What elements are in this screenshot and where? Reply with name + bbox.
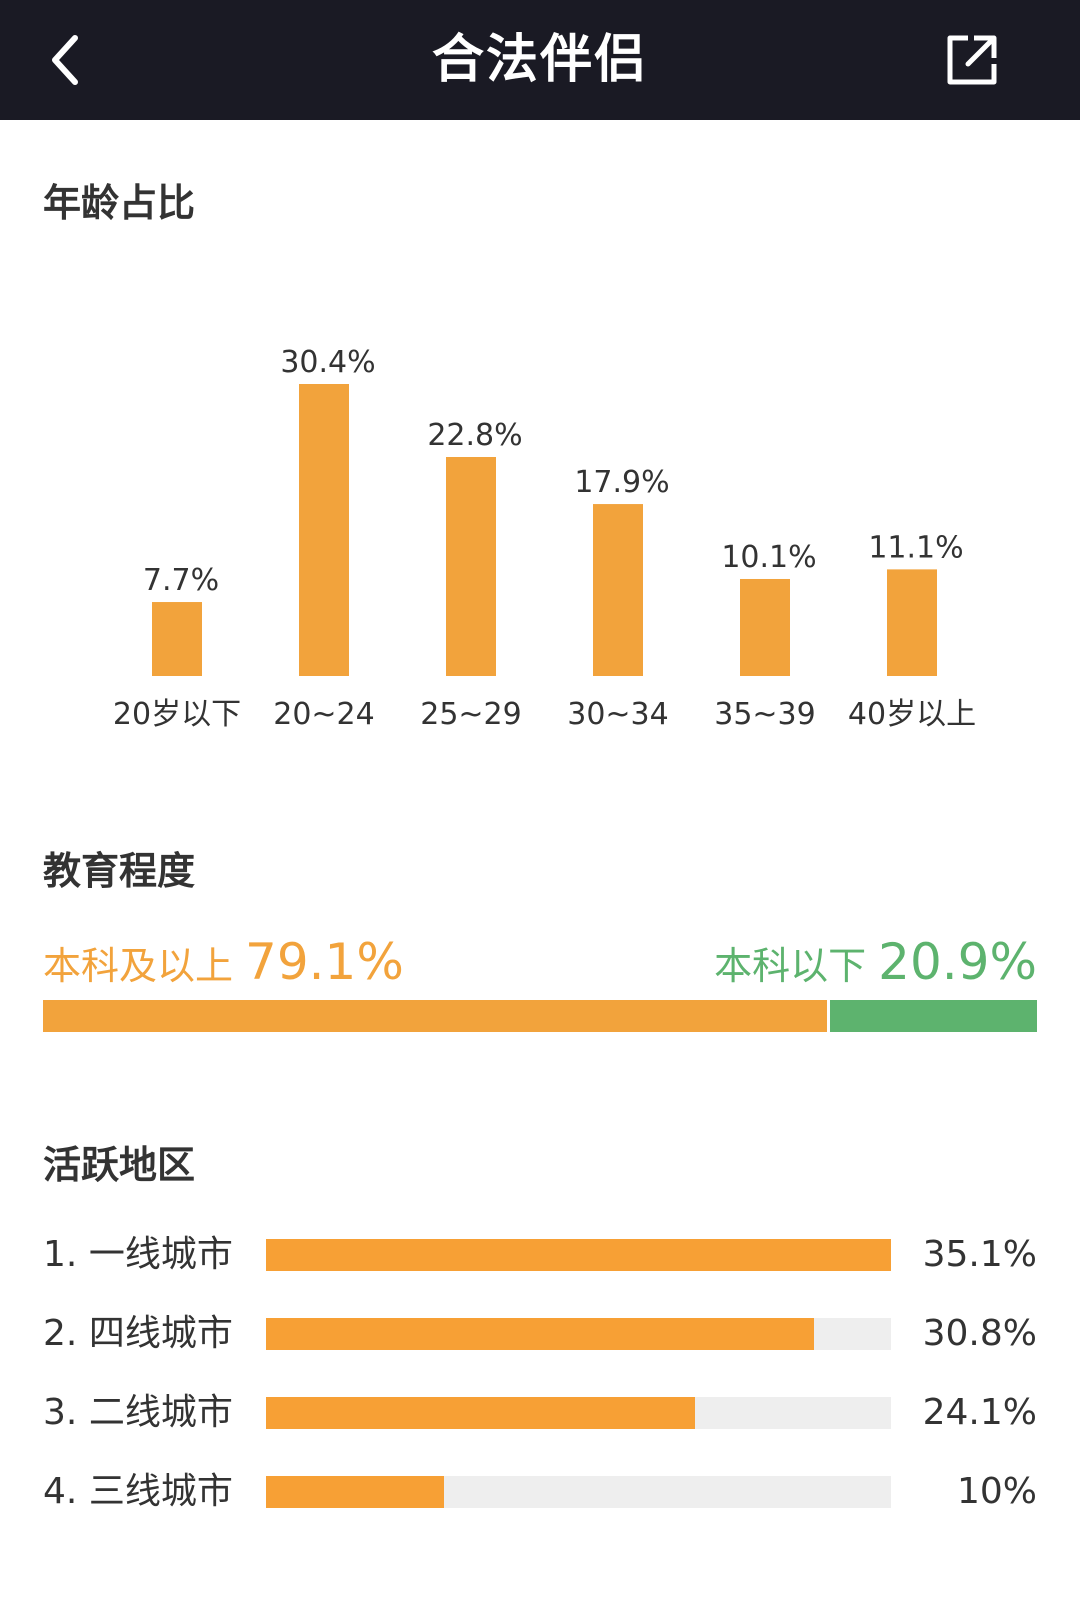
region-section-title: 活跃地区 [43,1143,196,1187]
age-section-title: 年龄占比 [43,181,196,225]
age-bar [152,602,202,676]
age-bar-chart: 7.7% 20岁以下 30.4% 20~24 22.8% 25~29 17.9% 30~34 1… [113,345,976,732]
age-bar-value-label: 11.1% [868,530,963,565]
age-bar-value-label: 7.7% [143,563,219,598]
age-bar [887,569,937,676]
education-bar-segment-above [43,1000,827,1032]
age-bar-value-label: 17.9% [574,465,669,500]
education-section-title: 教育程度 [43,849,196,893]
share-external-icon [947,35,997,85]
region-bar-fill [266,1239,891,1271]
region-rank: 4. [43,1471,78,1512]
page-title: 合法伴侣 [431,30,648,90]
age-bar [446,457,496,676]
region-bar-fill [266,1318,815,1350]
age-category-label: 30~34 [567,697,668,732]
region-percent: 10% [956,1471,1037,1512]
age-category-label: 35~39 [714,697,815,732]
region-row: 2. 四线城市 30.8% [43,1304,1037,1364]
age-bar-value-label: 30.4% [280,345,375,380]
education-category-above: 本科及以上 [43,944,234,988]
age-bar [593,504,643,676]
region-rank: 3. [43,1392,78,1433]
age-bar [299,384,349,676]
region-name: 二线城市 [88,1392,233,1433]
age-bar [740,578,790,676]
region-row: 4. 三线城市 10% [43,1462,1037,1522]
chevron-left-icon [52,35,78,85]
region-bar-track [266,1397,891,1429]
region-label: 4. 三线城市 [43,1462,233,1522]
region-percent: 35.1% [922,1234,1037,1275]
region-name: 四线城市 [88,1313,233,1354]
education-bar-divider [826,1000,830,1032]
region-bar-track [266,1239,891,1271]
region-label: 2. 四线城市 [43,1304,233,1364]
region-bar-track [266,1318,891,1350]
education-left-label: 本科及以上 79.1% [43,930,404,1006]
region-name: 一线城市 [88,1234,233,1275]
education-percent-above: 79.1% [245,933,404,991]
region-rank: 1. [43,1234,78,1275]
age-bar-value-label: 22.8% [427,418,522,453]
share-button[interactable] [940,30,1004,90]
top-navigation-bar: 合法伴侣 [0,0,1080,120]
region-bar-fill [266,1476,445,1508]
education-percent-below: 20.9% [878,933,1037,991]
region-row: 1. 一线城市 35.1% [43,1225,1037,1285]
age-category-label: 25~29 [420,697,521,732]
region-bar-fill [266,1397,696,1429]
region-name: 三线城市 [88,1471,233,1512]
region-row: 3. 二线城市 24.1% [43,1383,1037,1443]
region-label: 1. 一线城市 [43,1225,233,1285]
age-category-label: 20~24 [273,697,374,732]
region-label: 3. 二线城市 [43,1383,233,1443]
education-category-below: 本科以下 [714,944,867,988]
education-bar-segment-below [829,1000,1037,1032]
region-rank: 2. [43,1313,78,1354]
age-category-label: 20岁以下 [113,697,241,732]
age-category-label: 40岁以上 [848,697,976,732]
back-button[interactable] [40,30,90,90]
age-bar-value-label: 10.1% [721,540,816,575]
education-stacked-bar [43,1000,1037,1032]
education-right-label: 本科以下 20.9% [714,930,1037,1006]
region-percent: 24.1% [922,1392,1037,1433]
region-bar-track [266,1476,891,1508]
region-percent: 30.8% [922,1313,1037,1354]
